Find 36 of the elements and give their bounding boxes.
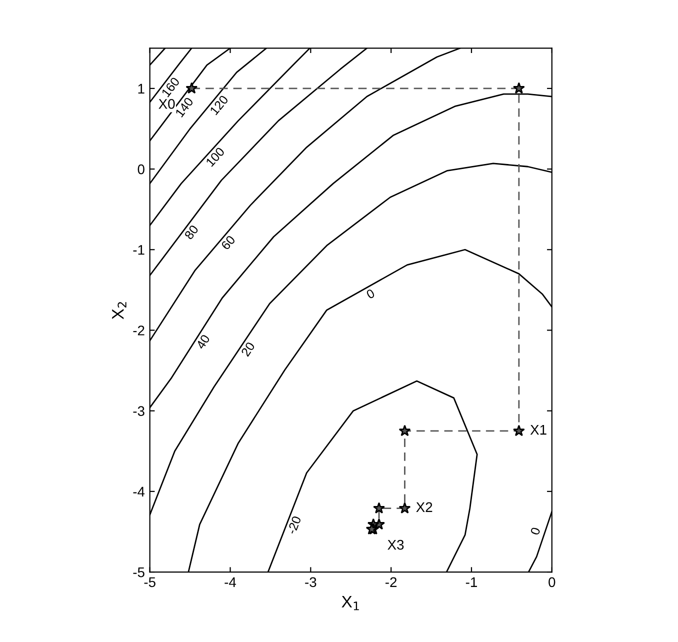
x-tick-label: 0 [548, 577, 556, 588]
y-tick-label: -5 [133, 568, 144, 578]
x-axis-title: X$_{1}$ [342, 596, 359, 610]
annotation: X0 [158, 99, 175, 109]
text: 100 [205, 146, 226, 167]
text: -20 [286, 516, 302, 535]
x-tick-label: -1 [466, 577, 477, 587]
y-tick-label: -1 [133, 245, 144, 255]
x-tick-label: -5 [144, 577, 156, 588]
y-tick-label: -3 [133, 406, 144, 416]
text: 160 [161, 76, 180, 98]
text: 0 [530, 526, 540, 536]
point [512, 424, 525, 436]
text: 0 [366, 288, 376, 300]
point [398, 502, 411, 514]
text: 140 [174, 96, 194, 118]
x-tick-label: -3 [305, 577, 316, 588]
x-tick-label: -4 [224, 577, 236, 587]
y-tick-label: 1 [138, 84, 144, 94]
text: 120 [210, 94, 229, 116]
annotation: X1 [530, 425, 546, 435]
annotation: X3 [388, 540, 404, 550]
point [512, 82, 525, 94]
point [373, 502, 385, 514]
text: 60 [220, 234, 236, 250]
y-tick-label: 0 [138, 164, 144, 174]
annotation: X2 [416, 502, 432, 512]
y-axis-title: X$_{2}$ [112, 302, 126, 320]
y-tick-label: -2 [133, 326, 144, 336]
text: 40 [196, 334, 210, 350]
text: 20 [240, 341, 256, 357]
text: 80 [184, 224, 199, 240]
point [398, 424, 411, 436]
point [186, 82, 198, 94]
x-tick-label: -2 [386, 577, 397, 587]
y-tick-label: -4 [133, 486, 145, 496]
